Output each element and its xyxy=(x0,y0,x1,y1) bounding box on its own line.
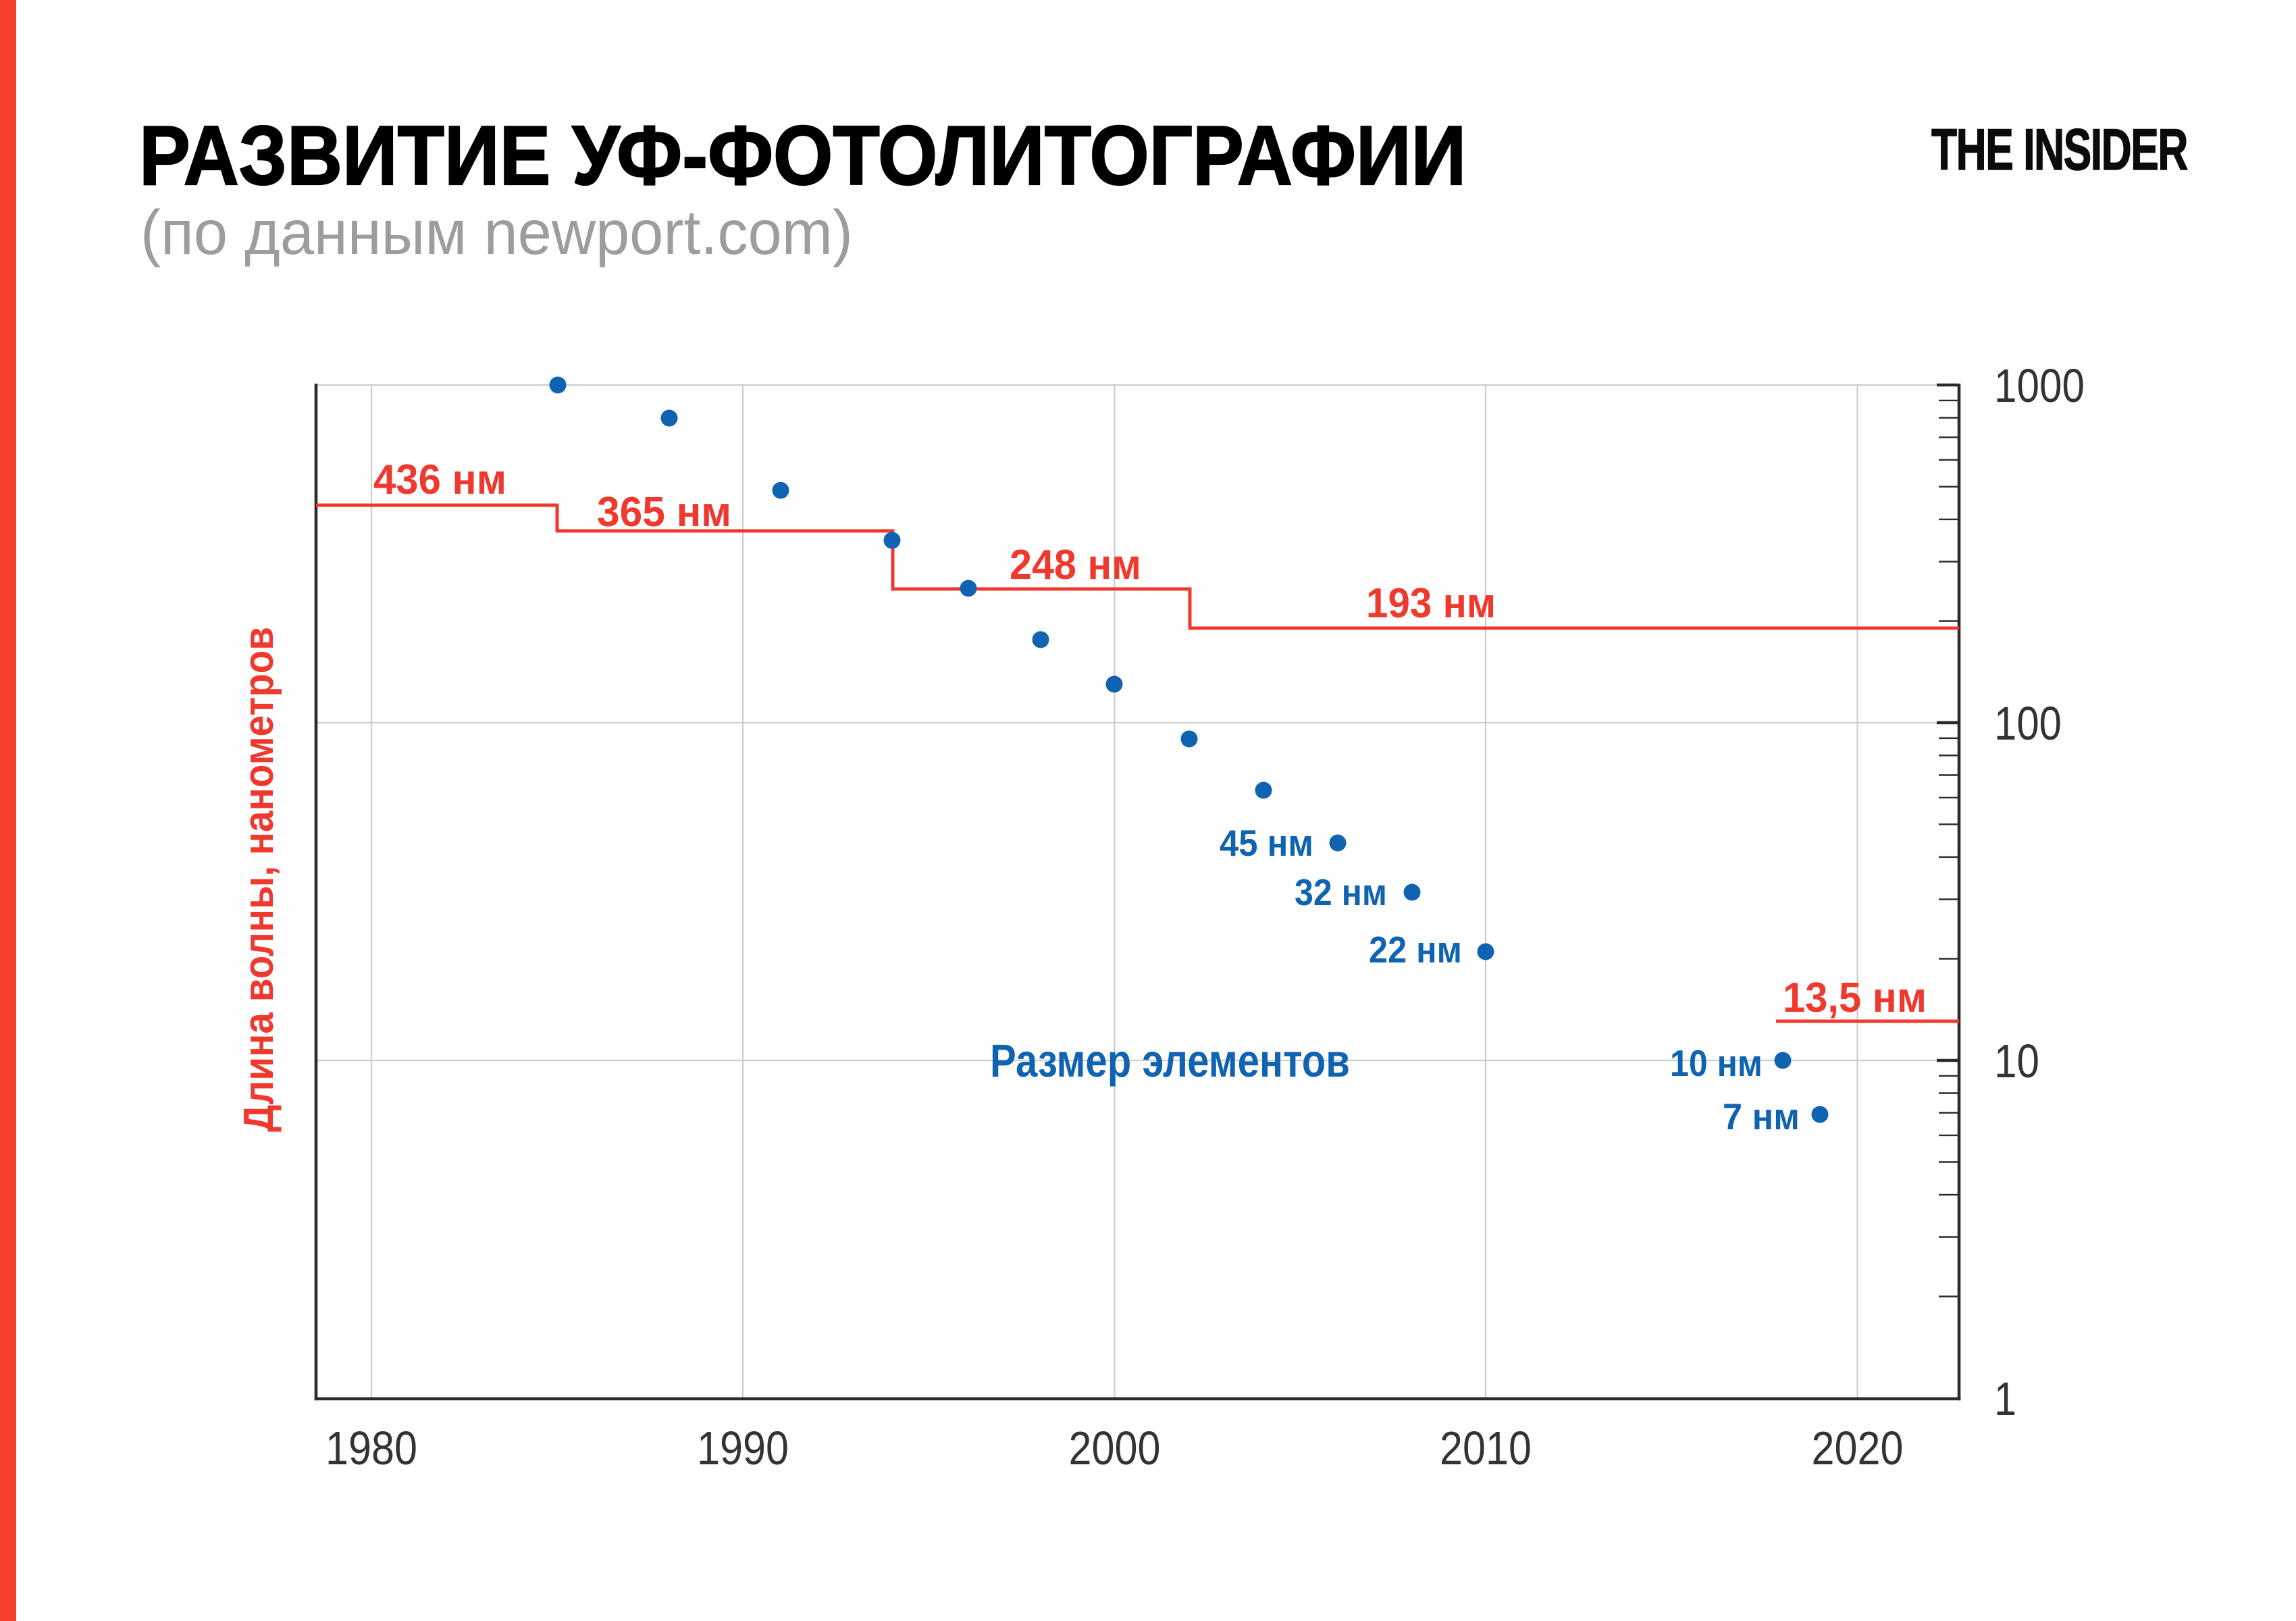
svg-text:22 нм: 22 нм xyxy=(1369,929,1462,971)
svg-text:10: 10 xyxy=(1994,1035,2039,1087)
svg-text:436 нм: 436 нм xyxy=(373,457,506,503)
svg-text:1980: 1980 xyxy=(325,1422,417,1474)
svg-text:365 нм: 365 нм xyxy=(597,489,731,536)
svg-text:2000: 2000 xyxy=(1069,1422,1161,1474)
svg-text:1: 1 xyxy=(1994,1372,2016,1425)
svg-text:2010: 2010 xyxy=(1440,1422,1532,1474)
svg-text:2020: 2020 xyxy=(1812,1422,1904,1474)
svg-text:1000: 1000 xyxy=(1994,359,2085,412)
svg-text:7 нм: 7 нм xyxy=(1723,1096,1800,1137)
svg-text:13,5 нм: 13,5 нм xyxy=(1783,975,1927,1021)
svg-text:32 нм: 32 нм xyxy=(1295,871,1387,913)
svg-text:45 нм: 45 нм xyxy=(1220,822,1313,864)
svg-text:248 нм: 248 нм xyxy=(1010,542,1141,588)
svg-text:Размер элементов: Размер элементов xyxy=(990,1035,1350,1087)
svg-text:Длина волны, нанометров: Длина волны, нанометров xyxy=(236,627,282,1132)
svg-text:193 нм: 193 нм xyxy=(1366,580,1496,627)
svg-text:100: 100 xyxy=(1994,697,2062,750)
svg-text:1990: 1990 xyxy=(697,1422,789,1474)
svg-text:10 нм: 10 нм xyxy=(1670,1042,1763,1084)
